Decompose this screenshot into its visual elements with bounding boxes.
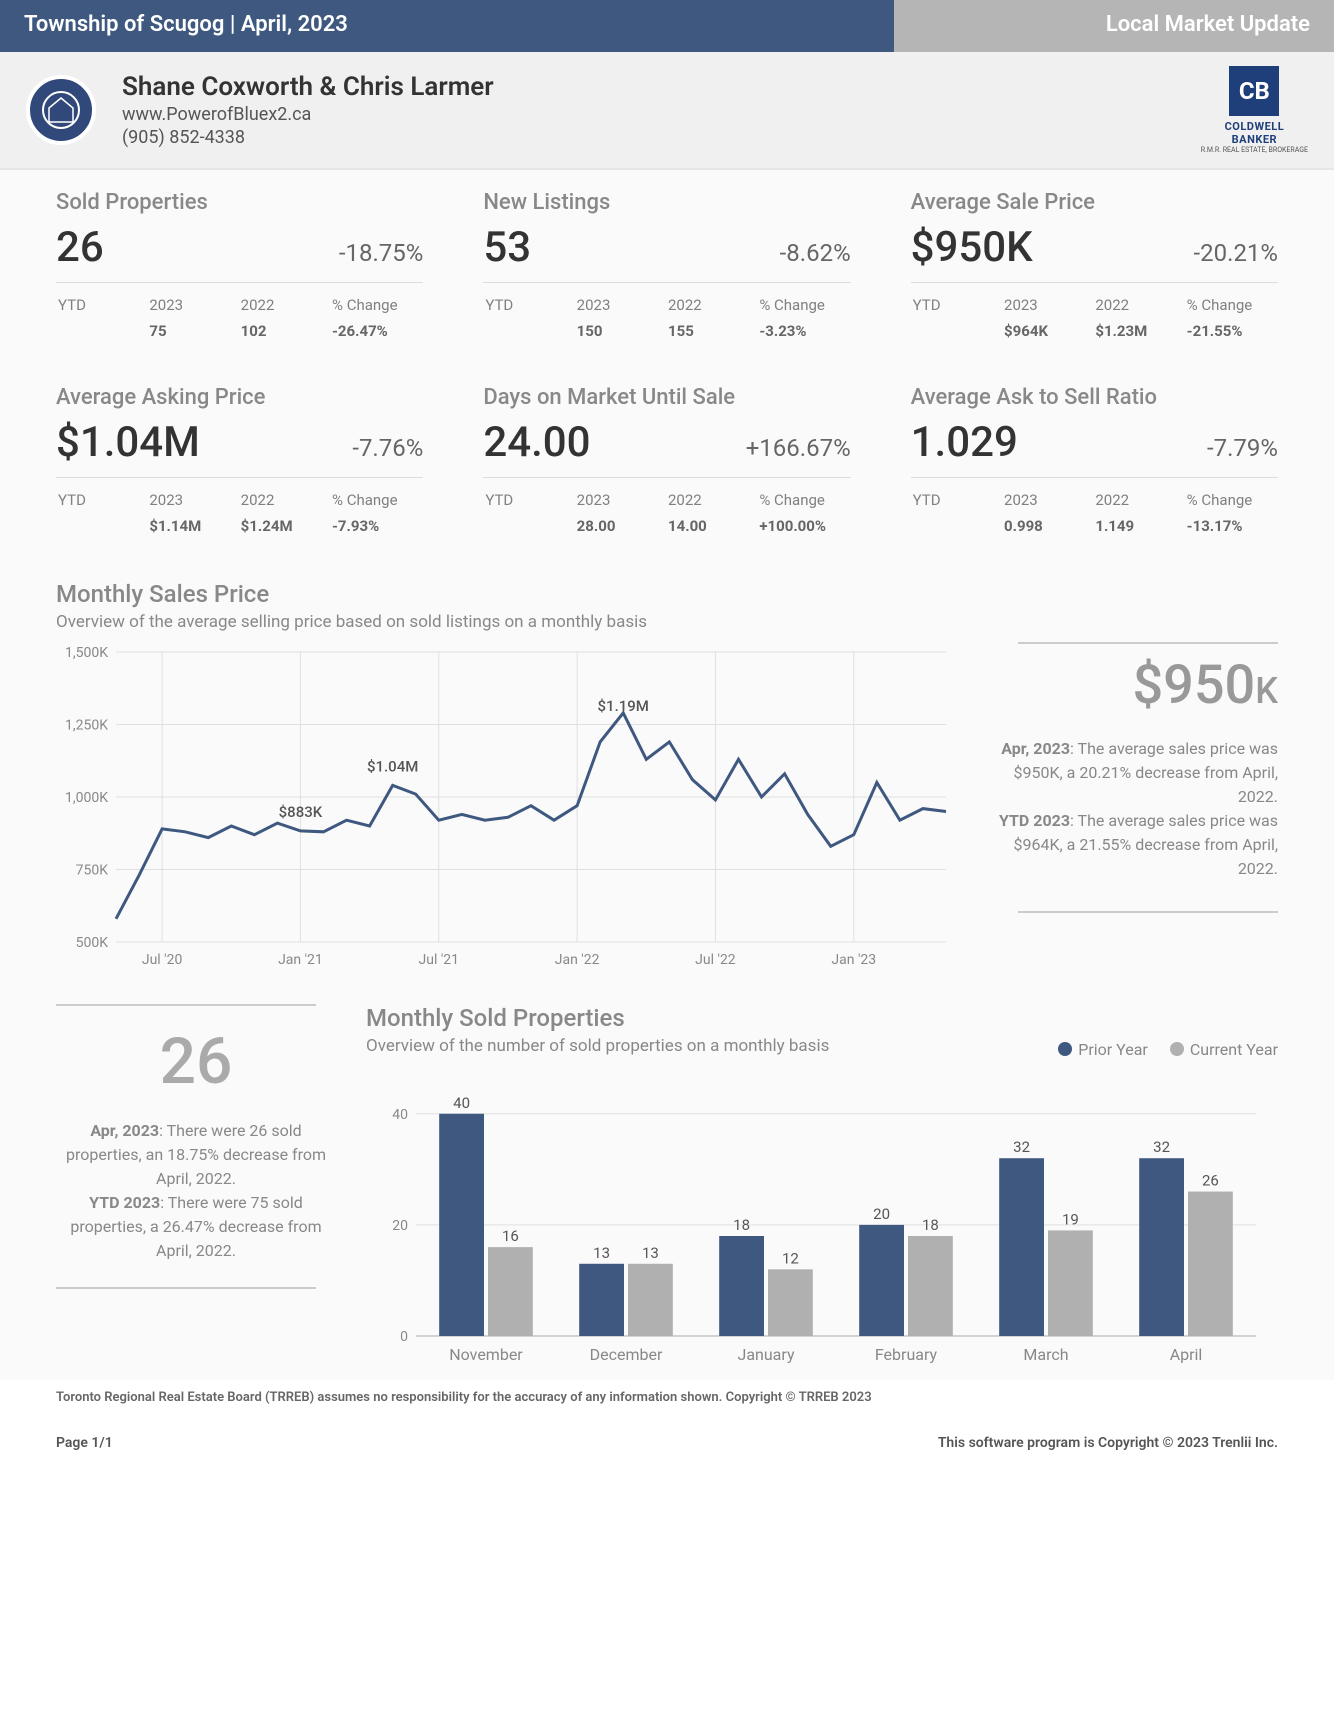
svg-text:$883K: $883K [279,803,323,821]
metric-title: New Listings [483,190,850,215]
metric-ytd-table: YTD20232022% Change 0.9981.149-13.17% [911,477,1278,540]
footer-note: Toronto Regional Real Estate Board (TRRE… [0,1380,1334,1405]
metric-ytd-table: YTD20232022% Change 75102-26.47% [56,282,423,345]
footer-copyright: This software program is Copyright © 202… [938,1435,1278,1451]
line-chart-title: Monthly Sales Price [56,580,1278,608]
metric-value: 1.029 [911,418,1018,467]
metric-card: Average Ask to Sell Ratio 1.029 -7.79% Y… [911,385,1278,540]
agent-info: Shane Coxworth & Chris Larmer www.Powero… [122,72,1201,148]
svg-text:Jul '20: Jul '20 [142,952,183,968]
metric-change: +166.67% [746,434,851,462]
bar-chart-subtitle: Overview of the number of sold propertie… [366,1036,829,1056]
metric-title: Average Asking Price [56,385,423,410]
metric-ytd-table: YTD20232022% Change $964K$1.23M-21.55% [911,282,1278,345]
agent-url: www.PowerofBluex2.ca [122,104,1201,125]
metric-card: Sold Properties 26 -18.75% YTD20232022% … [56,190,423,345]
agent-name: Shane Coxworth & Chris Larmer [122,72,1201,102]
svg-text:19: 19 [1062,1210,1079,1228]
page-subtitle: Local Market Update [894,0,1334,52]
svg-text:32: 32 [1153,1138,1170,1156]
metric-value: $1.04M [56,418,200,467]
svg-text:April: April [1170,1345,1203,1364]
brand-mark-icon: CB [1229,66,1279,116]
svg-text:March: March [1023,1345,1068,1364]
svg-text:Jan '23: Jan '23 [831,952,876,968]
metric-title: Sold Properties [56,190,423,215]
svg-text:18: 18 [922,1216,939,1234]
svg-text:13: 13 [593,1244,610,1262]
bar-side-value: 26 [56,1024,336,1099]
metric-value: $950K [911,223,1033,272]
metric-card: Average Sale Price $950K -20.21% YTD2023… [911,190,1278,345]
svg-text:40: 40 [453,1094,470,1112]
svg-text:500K: 500K [76,935,109,951]
svg-text:1,000K: 1,000K [65,790,108,806]
page-title: Township of Scugog | April, 2023 [0,0,894,52]
metric-title: Days on Market Until Sale [483,385,850,410]
metric-change: -8.62% [780,239,851,267]
svg-text:20: 20 [873,1205,890,1223]
svg-text:December: December [590,1345,663,1364]
svg-text:January: January [737,1345,794,1364]
metric-change: -7.79% [1207,434,1278,462]
bar-chart-sidebar: 26 Apr, 2023: There were 26 sold propert… [56,1004,336,1370]
svg-text:12: 12 [782,1249,799,1267]
metric-title: Average Ask to Sell Ratio [911,385,1278,410]
line-side-value: $950K [988,654,1278,717]
footer: Page 1/1 This software program is Copyri… [0,1405,1334,1481]
svg-text:Jul '22: Jul '22 [695,952,736,968]
svg-text:1,250K: 1,250K [65,718,108,734]
svg-text:1,500K: 1,500K [65,645,108,661]
metric-ytd-table: YTD20232022% Change $1.14M$1.24M-7.93% [56,477,423,540]
line-chart-subtitle: Overview of the average selling price ba… [56,612,1278,632]
metric-value: 53 [483,223,531,272]
top-bar: Township of Scugog | April, 2023 Local M… [0,0,1334,52]
brand-text-2: BANKER [1201,133,1308,146]
metric-change: -7.76% [352,434,423,462]
svg-text:750K: 750K [76,863,109,879]
metric-value: 24.00 [483,418,590,467]
svg-text:26: 26 [1202,1172,1219,1190]
agent-logo-icon [26,75,96,145]
bar-chart-legend: Prior Year Current Year [1040,1040,1278,1061]
metric-card: Days on Market Until Sale 24.00 +166.67%… [483,385,850,540]
svg-text:$1.19M: $1.19M [598,697,649,715]
svg-text:18: 18 [733,1216,750,1234]
bar-chart: 0 20 40 40 16 November 13 13 December 18 12 January… [366,1066,1266,1366]
footer-page: Page 1/1 [56,1435,113,1451]
agent-phone: (905) 852-4338 [122,127,1201,148]
svg-text:Jan '22: Jan '22 [555,952,600,968]
svg-text:40: 40 [392,1107,408,1123]
metrics-grid: Sold Properties 26 -18.75% YTD20232022% … [56,190,1278,540]
svg-text:$1.04M: $1.04M [367,757,418,775]
line-chart-section: Monthly Sales Price Overview of the aver… [56,580,1278,976]
svg-text:0: 0 [400,1329,408,1345]
metric-ytd-table: YTD20232022% Change 150155-3.23% [483,282,850,345]
metric-ytd-table: YTD20232022% Change 28.0014.00+100.00% [483,477,850,540]
line-chart-sidebar: $950K Apr, 2023: The average sales price… [988,642,1278,976]
line-side-text: Apr, 2023: The average sales price was $… [988,737,1278,881]
line-chart: 500K 750K 1,000K 1,250K 1,500K Jul '20 Jan '21… [56,642,958,976]
svg-text:Jan '21: Jan '21 [278,952,323,968]
svg-text:November: November [449,1345,523,1364]
metric-card: New Listings 53 -8.62% YTD20232022% Chan… [483,190,850,345]
svg-text:32: 32 [1013,1138,1030,1156]
metric-card: Average Asking Price $1.04M -7.76% YTD20… [56,385,423,540]
bar-side-text: Apr, 2023: There were 26 sold properties… [56,1119,336,1263]
metric-value: 26 [56,223,104,272]
svg-text:16: 16 [502,1227,519,1245]
svg-text:20: 20 [392,1218,408,1234]
svg-text:13: 13 [642,1244,659,1262]
metric-change: -20.21% [1194,239,1279,267]
agent-bar: Shane Coxworth & Chris Larmer www.Powero… [0,52,1334,170]
brand-logo: CB COLDWELL BANKER R.M.R. REAL ESTATE, B… [1201,66,1308,154]
bar-chart-title: Monthly Sold Properties [366,1004,829,1032]
brand-text-1: COLDWELL [1201,120,1308,133]
bar-chart-section: 26 Apr, 2023: There were 26 sold propert… [56,1004,1278,1370]
metric-change: -18.75% [339,239,424,267]
svg-text:Jul '21: Jul '21 [419,952,460,968]
brand-sub: R.M.R. REAL ESTATE, BROKERAGE [1201,146,1308,154]
svg-text:February: February [875,1345,938,1364]
metric-title: Average Sale Price [911,190,1278,215]
